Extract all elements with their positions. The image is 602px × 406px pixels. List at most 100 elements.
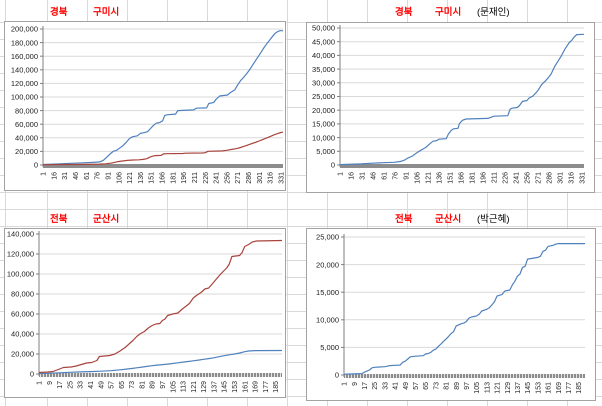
x-axis-label: 91 xyxy=(404,172,411,180)
y-axis-label: 0 xyxy=(331,161,335,170)
x-axis-label: 46 xyxy=(73,172,80,180)
x-axis-label: 81 xyxy=(444,382,451,390)
x-axis-label: 113 xyxy=(181,381,188,392)
city-cell-top-left[interactable]: 구미시 xyxy=(93,7,120,18)
y-axis-label: 100,000 xyxy=(11,93,38,102)
y-axis-label: 120,000 xyxy=(11,79,38,88)
x-axis-label: 106 xyxy=(116,172,123,184)
x-axis-label: 169 xyxy=(556,382,563,394)
candidate-cell-top-right[interactable]: (문재인) xyxy=(477,7,510,18)
y-axis-label: 35,000 xyxy=(312,65,335,74)
x-axis-label: 286 xyxy=(546,172,553,184)
y-axis-label: 45,000 xyxy=(312,37,335,46)
x-axis-label: 76 xyxy=(393,172,400,180)
x-axis-label: 121 xyxy=(426,172,433,184)
x-axis-label: 153 xyxy=(535,382,542,394)
x-axis-label: 73 xyxy=(129,381,136,389)
y-axis-label: 0 xyxy=(34,161,38,170)
x-axis-label: 61 xyxy=(382,172,389,180)
x-axis-band xyxy=(344,374,585,378)
x-axis-label: 316 xyxy=(268,172,275,184)
x-axis-label: 25 xyxy=(68,381,75,389)
y-axis-label: 180,000 xyxy=(11,38,38,47)
x-axis-label: 331 xyxy=(579,172,586,184)
x-axis-label: 65 xyxy=(119,381,126,389)
x-axis-label: 181 xyxy=(170,172,177,184)
x-axis-label: 256 xyxy=(524,172,531,184)
x-axis-label: 316 xyxy=(568,172,575,184)
x-axis-label: 121 xyxy=(495,382,502,394)
x-axis-label: 185 xyxy=(273,381,280,393)
chart-canvas: 0 5,000 10,000 15,000 20,000 25,000 30,000 35,0… xyxy=(312,24,586,184)
x-axis-label: 271 xyxy=(535,172,542,184)
series-blue-line xyxy=(38,349,283,375)
y-axis-label: 15,000 xyxy=(316,288,339,297)
chart-canvas: 0 5,000 10,000 15,000 20,000 25,000 1 9 17 25 33 41… xyxy=(316,233,585,394)
x-axis-label: 1 xyxy=(342,382,349,386)
x-axis-label: 256 xyxy=(224,172,231,184)
y-axis-label: 15,000 xyxy=(312,120,335,129)
x-axis-label: 76 xyxy=(95,172,102,180)
city-cell-bottom-right[interactable]: 군산시 xyxy=(435,214,462,225)
x-axis-label: 185 xyxy=(576,382,583,394)
x-axis-label: 161 xyxy=(242,381,249,393)
candidate-cell-bottom-right[interactable]: (박근혜) xyxy=(477,214,510,225)
x-axis-label: 97 xyxy=(160,381,167,389)
x-axis-label: 105 xyxy=(474,382,481,394)
x-axis-label: 57 xyxy=(413,382,420,390)
y-axis-label: 100,000 xyxy=(7,270,34,279)
x-axis-label: 49 xyxy=(403,382,410,390)
y-axis-label: 20,000 xyxy=(316,260,339,269)
y-axis-label: 0 xyxy=(30,370,34,379)
region-cell-top-right[interactable]: 경북 xyxy=(395,7,413,18)
x-axis-label: 57 xyxy=(109,381,116,389)
x-axis-label: 151 xyxy=(448,172,455,184)
x-axis-label: 137 xyxy=(515,382,522,394)
chart-gumi-moonjaein[interactable]: 0 5,000 10,000 15,000 20,000 25,000 30,000 35,0… xyxy=(306,22,595,193)
chart-gumi-total[interactable]: 0 20,000 40,000 60,000 80,000 100,000 120,000 1… xyxy=(4,21,286,191)
y-axis-label: 20,000 xyxy=(15,147,38,156)
x-axis-label: 301 xyxy=(257,172,264,184)
region-cell-bottom-left[interactable]: 전북 xyxy=(50,214,68,225)
y-axis-label: 120,000 xyxy=(7,250,34,259)
x-axis-label: 1 xyxy=(338,172,345,176)
x-axis-label: 196 xyxy=(181,172,188,184)
x-axis-label: 196 xyxy=(481,172,488,184)
y-axis-label: 140,000 xyxy=(11,66,38,75)
y-axis-label: 60,000 xyxy=(11,310,34,319)
x-axis-label: 169 xyxy=(253,381,260,393)
x-axis-label: 129 xyxy=(201,381,208,393)
x-axis-band xyxy=(340,164,584,168)
chart-gunsan-total[interactable]: 0 20,000 40,000 60,000 80,000 100,000 120,000 1… xyxy=(4,228,286,398)
y-axis-label: 20,000 xyxy=(312,106,335,115)
x-axis-label: 41 xyxy=(88,381,95,389)
x-axis-label: 241 xyxy=(214,172,221,184)
y-axis-label: 0 xyxy=(335,371,339,380)
x-axis-label: 97 xyxy=(464,382,471,390)
region-cell-top-left[interactable]: 경북 xyxy=(50,7,68,18)
x-axis-label: 226 xyxy=(503,172,510,184)
x-axis-label: 145 xyxy=(222,381,229,393)
x-axis-label: 226 xyxy=(203,172,210,184)
x-axis-label: 25 xyxy=(372,382,379,390)
x-axis-label: 16 xyxy=(349,172,356,180)
x-axis-label: 286 xyxy=(246,172,253,184)
x-axis-label: 31 xyxy=(62,172,69,180)
x-axis-label: 121 xyxy=(191,381,198,393)
x-axis-label: 161 xyxy=(546,382,553,394)
series-blue-line xyxy=(343,243,585,375)
x-axis-label: 137 xyxy=(212,381,219,393)
region-cell-bottom-right[interactable]: 전북 xyxy=(395,214,413,225)
y-axis-label: 25,000 xyxy=(316,233,339,242)
city-cell-top-right[interactable]: 구미시 xyxy=(435,7,462,18)
x-axis-label: 145 xyxy=(525,382,532,394)
x-axis-label: 89 xyxy=(454,382,461,390)
x-axis-label: 91 xyxy=(106,172,113,180)
chart-gunsan-parkgeunhye[interactable]: 0 5,000 10,000 15,000 20,000 25,000 1 9 17 25 33 41… xyxy=(306,228,596,401)
y-axis-label: 40,000 xyxy=(312,51,335,60)
x-axis-label: 211 xyxy=(192,172,199,183)
city-cell-bottom-left[interactable]: 군산시 xyxy=(93,214,120,225)
x-axis-band xyxy=(39,373,282,377)
x-axis-label: 331 xyxy=(278,172,285,184)
x-axis-band xyxy=(43,164,283,168)
